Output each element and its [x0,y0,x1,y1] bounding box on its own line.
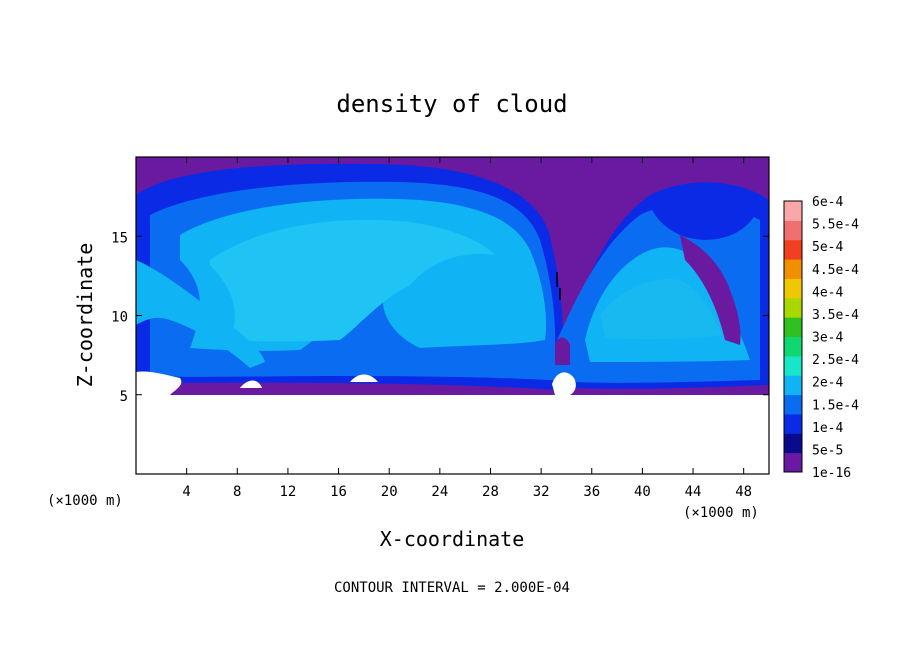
colorbar-segment [784,336,802,357]
colorbar-label: 1e-4 [812,421,843,436]
colorbar-segment [784,220,802,241]
colorbar-label: 2e-4 [812,376,843,391]
colorbar-segment [784,452,802,473]
colorbar-segment [784,413,802,434]
colorbar: 1e-16 5e-5 1e-4 1.5e-4 2e-4 2.5e-4 3e-4 3.5e-4 4… [783,195,859,481]
x-tick-label: 32 [533,484,550,500]
x-unit-left: (×1000 m) [47,493,123,509]
colorbar-frame [783,200,803,473]
colorbar-label: 3.5e-4 [812,308,859,323]
colorbar-segment [784,239,802,260]
colorbar-label: 1.5e-4 [812,398,859,413]
x-tick-label: 48 [735,484,752,500]
contour-interval-note: CONTOUR INTERVAL = 2.000E-04 [334,580,570,596]
colorbar-segment [784,355,802,376]
x-tick-label: 36 [583,484,600,500]
colorbar-segment [784,259,802,279]
colorbar-label: 6e-4 [812,195,843,210]
colorbar-segment [784,394,802,415]
colorbar-label: 5e-4 [812,240,843,255]
colorbar-segment [784,278,802,299]
colorbar-label: 1e-16 [812,466,851,481]
x-unit-right: (×1000 m) [683,505,759,521]
x-tick-label: 8 [233,484,241,500]
contour-field [136,157,769,474]
x-tick-label: 12 [279,484,296,500]
colorbar-segment [784,201,802,221]
y-axis-label: Z-coordinate [73,243,97,388]
y-tick-label: 15 [111,230,128,246]
x-tick-label: 44 [685,484,702,500]
colorbar-segment [784,375,802,396]
x-tick-label: 20 [381,484,398,500]
x-axis-ticks: 4 8 12 16 20 24 28 32 36 40 44 48 [182,157,752,500]
x-tick-label: 40 [634,484,651,500]
chart-title: density of cloud [336,90,567,118]
colorbar-segment [784,317,802,337]
x-tick-label: 28 [482,484,499,500]
colorbar-label: 4e-4 [812,285,843,300]
x-axis-label: X-coordinate [380,527,525,551]
x-tick-label: 4 [182,484,190,500]
x-tick-label: 16 [330,484,347,500]
colorbar-segment [784,297,802,318]
colorbar-label: 4.5e-4 [812,263,859,278]
y-tick-label: 5 [120,389,128,405]
colorbar-label: 2.5e-4 [812,353,859,368]
x-tick-label: 24 [431,484,448,500]
colorbar-label: 3e-4 [812,331,843,346]
colorbar-segment [784,433,802,454]
colorbar-label: 5e-5 [812,443,843,458]
y-tick-label: 10 [111,310,128,326]
colorbar-label: 5.5e-4 [812,218,859,233]
y-axis-ticks: 5 10 15 [111,230,769,405]
